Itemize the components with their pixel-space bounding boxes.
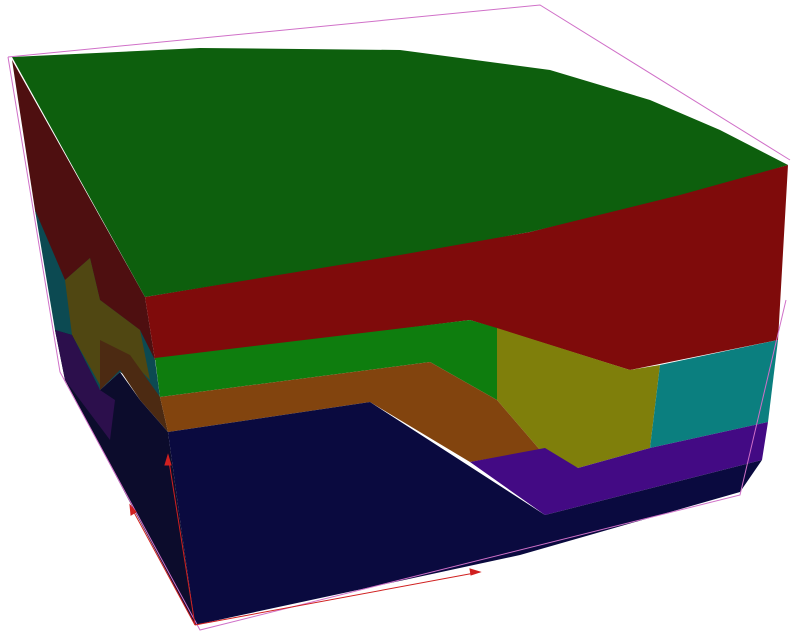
- purple-layer: [470, 422, 768, 515]
- axis-x-arrow: [469, 568, 482, 576]
- axis-y-arrow: [129, 503, 137, 516]
- axis-z-arrow: [164, 453, 172, 466]
- yellow-layer: [497, 328, 660, 468]
- axis-z: [167, 454, 196, 626]
- left-purple-layer: [55, 330, 115, 440]
- box-side-edge: [7, 56, 787, 631]
- navy-layer: [168, 402, 762, 625]
- orange-layer: [160, 362, 540, 462]
- left-red-layer: [12, 60, 155, 360]
- top-surface: [12, 48, 788, 297]
- green-layer: [155, 320, 497, 400]
- red-layer: [145, 165, 788, 370]
- axes: [129, 453, 482, 626]
- bounding-box: [7, 4, 791, 631]
- left-olive-layer: [65, 258, 150, 385]
- teal-layer: [650, 340, 778, 448]
- left-orange-layer: [100, 340, 168, 432]
- box-top-edge: [7, 4, 791, 161]
- axis-y: [129, 504, 196, 626]
- axis-x: [194, 571, 481, 626]
